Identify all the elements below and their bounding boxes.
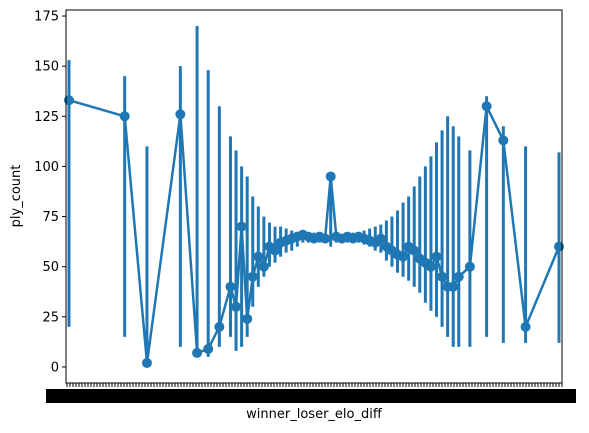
data-point (141, 357, 152, 368)
data-point (398, 251, 409, 262)
y-tick-label: 125 (34, 110, 59, 125)
data-point (236, 221, 247, 232)
data-point (325, 171, 336, 182)
plot-area (64, 26, 564, 368)
y-axis-label: ply_count (9, 165, 24, 228)
data-point (453, 271, 464, 282)
data-point (437, 271, 448, 282)
y-tick-label: 100 (34, 160, 59, 175)
y-tick-label: 0 (51, 360, 59, 375)
y-tick-label: 150 (34, 60, 59, 75)
data-point (203, 343, 214, 354)
data-point (464, 261, 475, 272)
data-point (225, 281, 236, 292)
x-tick-labels-overlap (46, 389, 576, 403)
plot-frame (65, 9, 563, 384)
data-point (214, 321, 225, 332)
x-axis-label: winner_loser_elo_diff (246, 407, 383, 422)
y-axis-ticks: 0 25 50 75 100 125 150 175 (34, 10, 66, 375)
data-point (119, 111, 130, 122)
y-tick-label: 175 (34, 10, 59, 25)
x-axis-ticks (46, 383, 576, 403)
data-point (520, 321, 531, 332)
data-point (409, 245, 420, 256)
data-point (231, 301, 242, 312)
data-point (431, 251, 442, 262)
data-point (448, 281, 459, 292)
data-point (375, 233, 386, 244)
data-point (270, 245, 281, 256)
data-point (242, 313, 253, 324)
y-tick-label: 75 (42, 210, 59, 225)
data-point (247, 271, 258, 282)
y-tick-label: 50 (42, 260, 59, 275)
data-point (258, 261, 269, 272)
data-point (498, 135, 509, 146)
data-point (425, 261, 436, 272)
data-point (320, 233, 331, 244)
data-point (253, 251, 264, 262)
y-tick-label: 25 (42, 310, 59, 325)
data-point (481, 101, 492, 112)
data-point (192, 347, 203, 358)
data-point (175, 109, 186, 120)
